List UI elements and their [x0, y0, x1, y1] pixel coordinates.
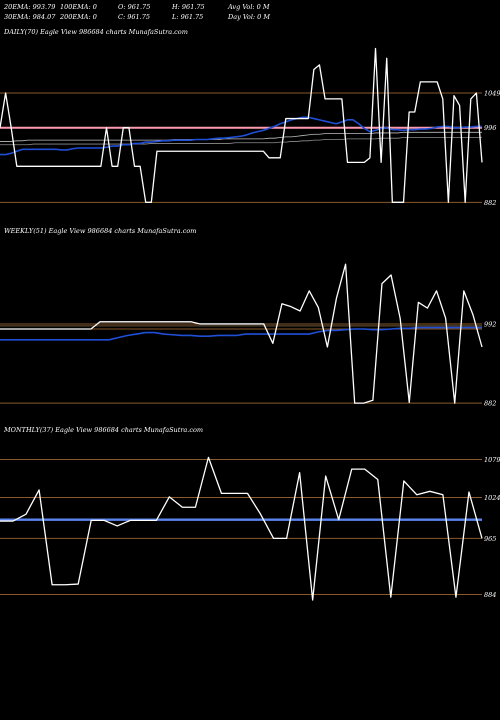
weekly-chart: 992 882	[0, 263, 496, 408]
monthly-chart: 1079 1024 965 884	[0, 456, 500, 601]
daily-ytick-996: 996	[484, 124, 496, 132]
hdr-close: C: 961.75	[118, 13, 150, 21]
daily-ytick-1049: 1049	[484, 90, 500, 98]
monthly-ytick-884: 884	[484, 591, 496, 599]
hdr-day-vol: Day Vol: 0 M	[228, 13, 271, 21]
hdr-high: H: 961.75	[172, 3, 205, 11]
daily-price-line	[0, 47, 483, 203]
weekly-price-line	[0, 263, 483, 404]
daily-chart: 1049 996 882	[0, 47, 500, 207]
weekly-ytick-992: 992	[484, 320, 496, 328]
daily-ytick-882: 882	[484, 199, 496, 207]
daily-ma2-line	[0, 137, 482, 146]
hdr-low: L: 961.75	[172, 13, 204, 21]
hdr-avg-vol: Avg Vol: 0 M	[228, 3, 270, 11]
weekly-panel-title: WEEKLY(51) Eagle View 986684 charts Muna…	[4, 227, 197, 235]
monthly-ytick-965: 965	[484, 535, 496, 543]
hdr-20ema: 20EMA: 993.79	[4, 3, 56, 11]
hdr-open: O: 961.75	[118, 3, 151, 11]
hdr-100ema: 100EMA: 0	[60, 3, 97, 11]
weekly-ytick-882: 882	[484, 400, 496, 408]
daily-ema-line	[0, 116, 482, 156]
hdr-200ema: 200EMA: 0	[60, 13, 97, 21]
hdr-30ema: 30EMA: 984.07	[4, 13, 56, 21]
monthly-ytick-1079: 1079	[484, 456, 500, 464]
monthly-ytick-1024: 1024	[484, 494, 500, 502]
daily-ma1-line	[0, 131, 482, 142]
daily-panel-title: DAILY(70) Eagle View 986684 charts Munaf…	[4, 28, 188, 36]
monthly-price-line	[0, 456, 483, 601]
monthly-panel-title: MONTHLY(37) Eagle View 986684 charts Mun…	[4, 426, 204, 434]
